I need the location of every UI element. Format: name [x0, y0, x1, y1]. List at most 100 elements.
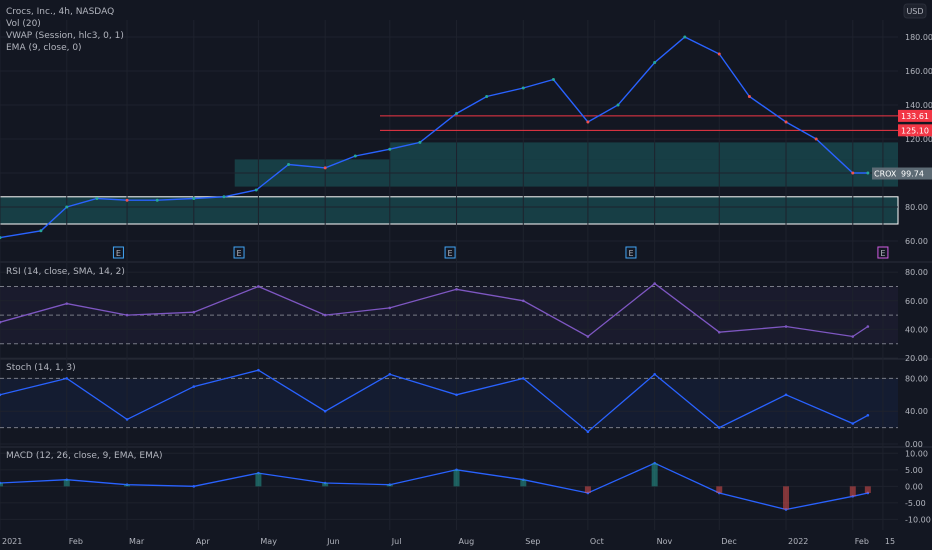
stoch-line-point — [192, 385, 196, 388]
earnings-marker-label: E — [116, 249, 121, 258]
price-point — [551, 78, 555, 81]
macd-histogram-bar — [584, 486, 591, 493]
x-tick-label: Aug — [459, 537, 475, 546]
y-tick-label: 5.00 — [905, 466, 923, 475]
rsi-line-point — [521, 299, 525, 303]
indicator-label-ema: EMA (9, close, 0) — [6, 43, 82, 53]
stoch-line-point — [388, 373, 392, 376]
x-tick-label: 15 — [885, 537, 895, 546]
rsi-title: RSI (14, close, SMA, 14, 2) — [6, 267, 125, 277]
earnings-marker — [444, 246, 456, 259]
currency-badge[interactable] — [903, 3, 927, 19]
price-point — [418, 140, 422, 144]
x-tick-label: 2021 — [2, 537, 22, 546]
price-point — [388, 147, 392, 151]
price-tag-box — [898, 167, 932, 180]
macd-histogram-bar — [783, 486, 790, 510]
stoch-line-point — [455, 393, 458, 397]
y-tick-label: 120.00 — [905, 135, 932, 144]
price-point — [814, 137, 818, 141]
price-point — [616, 103, 620, 107]
price-point — [521, 86, 525, 90]
y-tick-label: 10.00 — [905, 449, 928, 458]
macd-histogram-bar — [386, 484, 393, 487]
macd-histogram-bar — [255, 473, 262, 487]
earnings-marker-label: E — [237, 249, 242, 258]
indicator-label-vwap: VWAP (Session, hlc3, 0, 1) — [6, 31, 124, 41]
y-tick-label: -10.00 — [905, 515, 931, 524]
rsi-line-point — [455, 288, 458, 291]
macd-line-point — [192, 485, 196, 488]
support-zone — [389, 142, 898, 160]
rsi-line-point — [0, 320, 2, 324]
price-line — [0, 36, 868, 239]
price-point — [0, 236, 2, 240]
price-point — [287, 163, 291, 166]
earnings-marker-label: E — [448, 249, 453, 258]
earnings-marker-label: E — [628, 249, 633, 258]
price-point — [254, 188, 258, 192]
stoch-line-point — [323, 409, 327, 413]
x-tick-label: May — [260, 537, 277, 546]
indicator-label-volume: Vol (20) — [6, 19, 41, 29]
macd-title: MACD (12, 26, close, 9, EMA, EMA) — [6, 451, 163, 461]
price-point — [851, 171, 855, 175]
x-tick-label: Dec — [721, 537, 736, 546]
macd-histogram-bar — [716, 486, 723, 493]
earnings-marker — [625, 246, 637, 259]
earnings-marker — [233, 246, 245, 259]
price-point — [95, 197, 99, 200]
earnings-marker — [112, 246, 124, 259]
x-tick-label: 2022 — [788, 537, 808, 546]
price-point — [155, 198, 159, 202]
macd-histogram-bar — [63, 479, 70, 487]
y-tick-label: 60.00 — [905, 237, 928, 246]
price-point — [653, 61, 657, 64]
rsi-line-point — [65, 302, 69, 305]
price-point — [39, 229, 43, 233]
price-point — [747, 95, 751, 98]
macd-histogram-bar — [0, 483, 3, 487]
price-point — [353, 154, 357, 158]
price-point — [784, 120, 788, 124]
axes-layer: 2021 Feb Mar Apr May Jun Jul Aug Sep Oct Nov Dec 202… — [2, 33, 932, 546]
y-tick-label: 0.00 — [905, 482, 923, 491]
price-point — [683, 35, 687, 39]
price-point — [192, 197, 196, 200]
stoch-line-point — [257, 368, 260, 372]
x-tick-label: Mar — [129, 537, 145, 546]
ticker-tag-label: CROX — [874, 170, 897, 179]
y-tick-label: 0.00 — [905, 440, 923, 449]
x-tick-label: Nov — [657, 537, 673, 546]
rsi-line-point — [192, 310, 196, 314]
x-tick-label: Jun — [326, 537, 340, 546]
grid-layer — [0, 20, 932, 530]
rsi-line-point — [653, 282, 656, 285]
x-tick-label: Oct — [590, 537, 604, 546]
price-point — [485, 95, 489, 98]
price-point — [586, 120, 590, 124]
zones-layer — [0, 142, 899, 428]
y-tick-label: 180.00 — [905, 33, 932, 42]
stoch-line-point — [851, 422, 855, 425]
stoch-line-point — [125, 418, 129, 421]
y-tick-label: 80.00 — [905, 203, 928, 212]
y-tick-label: 40.00 — [905, 407, 928, 416]
rsi-line-point — [851, 335, 855, 338]
price-point — [323, 166, 327, 170]
band-fill — [0, 378, 898, 428]
stoch-line-point — [866, 414, 870, 417]
stoch-line-point — [65, 377, 69, 380]
symbol-title: Crocs, Inc., 4h, NASDAQ — [6, 7, 114, 17]
price-tag-box — [898, 124, 932, 137]
rsi-line-point — [257, 285, 260, 288]
stoch-line-point — [653, 373, 656, 376]
macd-histogram-bar — [849, 486, 856, 497]
x-tick-label: Feb — [69, 537, 83, 546]
x-tick-label: Sep — [525, 537, 540, 546]
price-point — [455, 112, 459, 115]
price-tag-box — [898, 109, 932, 122]
rsi-line-point — [125, 313, 129, 317]
rsi-line-point — [388, 306, 392, 310]
y-tick-label: 140.00 — [905, 101, 932, 110]
